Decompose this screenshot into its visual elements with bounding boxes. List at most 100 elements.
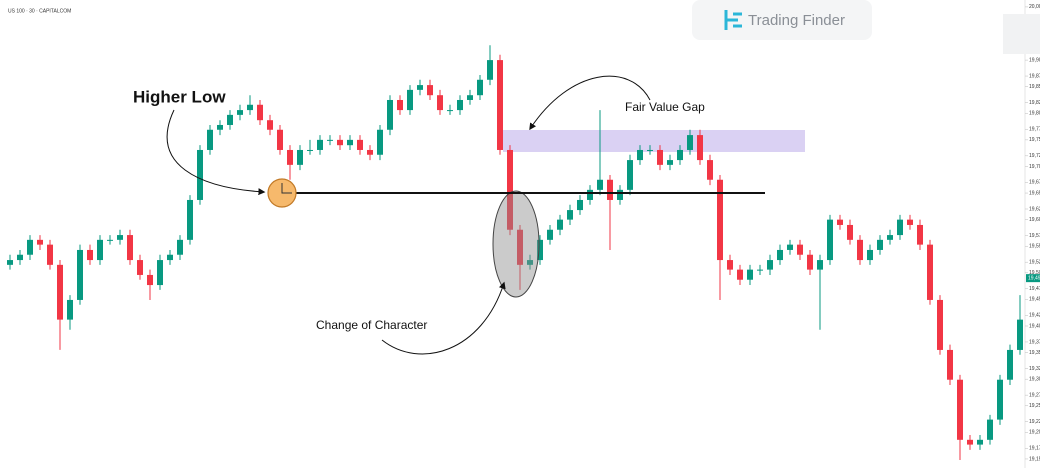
candle-body: [317, 139, 323, 150]
choch-ellipse: [492, 190, 540, 298]
candle-body: [497, 60, 503, 150]
candle-body: [477, 79, 483, 96]
y-tick-label: 19,82: [1029, 100, 1040, 106]
annotation: Change of Character: [316, 318, 427, 332]
candle-body: [247, 104, 253, 111]
candle-body: [377, 129, 383, 155]
y-tick-label: 19,42: [1029, 313, 1040, 319]
y-tick-label: 19,17: [1029, 446, 1040, 452]
candle-body: [277, 129, 283, 150]
y-tick-label: 19,40: [1029, 323, 1040, 329]
candle-body: [37, 239, 43, 245]
candle-body: [967, 439, 973, 445]
candle-body: [207, 129, 213, 150]
y-tick-label: 19,72: [1029, 153, 1040, 159]
candle-body: [47, 244, 53, 265]
candle-body: [397, 99, 403, 111]
y-tick-label: 19,22: [1029, 419, 1040, 425]
candle-body: [847, 224, 853, 240]
y-tick-label: 19,90: [1029, 57, 1040, 63]
candle-body: [177, 239, 183, 255]
y-tick-label: 19,25: [1029, 403, 1040, 409]
candle-body: [137, 260, 143, 275]
y-tick-label: 19,67: [1029, 180, 1040, 186]
candle-body: [357, 139, 363, 150]
candle-body: [157, 260, 163, 286]
candle-body: [597, 179, 603, 190]
y-tick-label: 19,35: [1029, 350, 1040, 356]
candle-body: [1007, 349, 1013, 380]
candle-body: [577, 199, 583, 211]
candle-body: [407, 89, 413, 111]
y-tick-label: 19,87: [1029, 73, 1040, 79]
candle-body: [767, 260, 773, 270]
y-tick-label: 19,77: [1029, 127, 1040, 133]
candle-body: [627, 160, 633, 190]
candle-body: [817, 260, 823, 270]
chart-title: US 100 · 30 · CAPITALCOM: [8, 8, 71, 14]
candle-body: [107, 239, 113, 241]
y-tick-label: 19,50: [1029, 270, 1040, 276]
fvg-zone: [503, 130, 805, 152]
arrow: [166, 109, 266, 196]
candle-body: [257, 104, 263, 121]
candle-body: [227, 114, 233, 125]
candle-body: [927, 244, 933, 300]
candle-body: [557, 219, 563, 230]
candle-body: [887, 235, 893, 240]
candle-body: [527, 260, 533, 265]
candle-body: [827, 219, 833, 261]
candle-body: [667, 160, 673, 165]
y-tick-label: 19,27: [1029, 392, 1040, 398]
candle-body: [677, 149, 683, 161]
arrow: [529, 75, 651, 131]
candle-body: [617, 189, 623, 200]
y-tick-label: 19,60: [1029, 217, 1040, 223]
y-tick-label: 19,55: [1029, 244, 1040, 250]
y-tick-label: 19,57: [1029, 233, 1040, 239]
y-tick-label: 19,45: [1029, 297, 1040, 303]
candle-body: [457, 99, 463, 111]
logo-icon: [724, 10, 742, 30]
y-tick-label: 19,75: [1029, 137, 1040, 143]
candle-body: [1017, 319, 1023, 350]
candle-body: [547, 229, 553, 240]
y-tick-label: 19,85: [1029, 84, 1040, 90]
y-tick-label: 19,70: [1029, 164, 1040, 170]
candle-body: [17, 254, 23, 261]
candle-body: [67, 299, 73, 320]
candle-body: [87, 249, 93, 261]
candle-body: [637, 149, 643, 161]
candle-body: [327, 139, 333, 141]
candle-body: [487, 60, 493, 80]
candle-body: [127, 235, 133, 261]
y-tick-label: 19,52: [1029, 260, 1040, 266]
candle-body: [567, 210, 573, 220]
y-tick-label: 19,62: [1029, 206, 1040, 212]
last-price-label: 19,49: [1028, 275, 1040, 281]
candle-body: [857, 239, 863, 261]
candle-body: [717, 179, 723, 261]
candle-body: [7, 260, 13, 265]
candle-body: [367, 149, 373, 155]
candle-body: [417, 85, 423, 90]
candle-body: [837, 219, 843, 225]
candle-body: [167, 254, 173, 261]
candle-body: [977, 439, 983, 445]
candle-body: [697, 135, 703, 161]
candle-body: [757, 269, 763, 271]
arrow: [381, 281, 506, 355]
candle-body: [217, 124, 223, 130]
candle-body: [97, 239, 103, 261]
candle-body: [987, 419, 993, 440]
candle-body: [267, 120, 273, 130]
candle-body: [337, 139, 343, 146]
candle-body: [537, 239, 543, 261]
candle-body: [747, 269, 753, 280]
candle-body: [777, 249, 783, 261]
axis-cover: [1003, 14, 1040, 54]
candle-body: [27, 239, 33, 255]
last-price-box: [1026, 274, 1040, 283]
